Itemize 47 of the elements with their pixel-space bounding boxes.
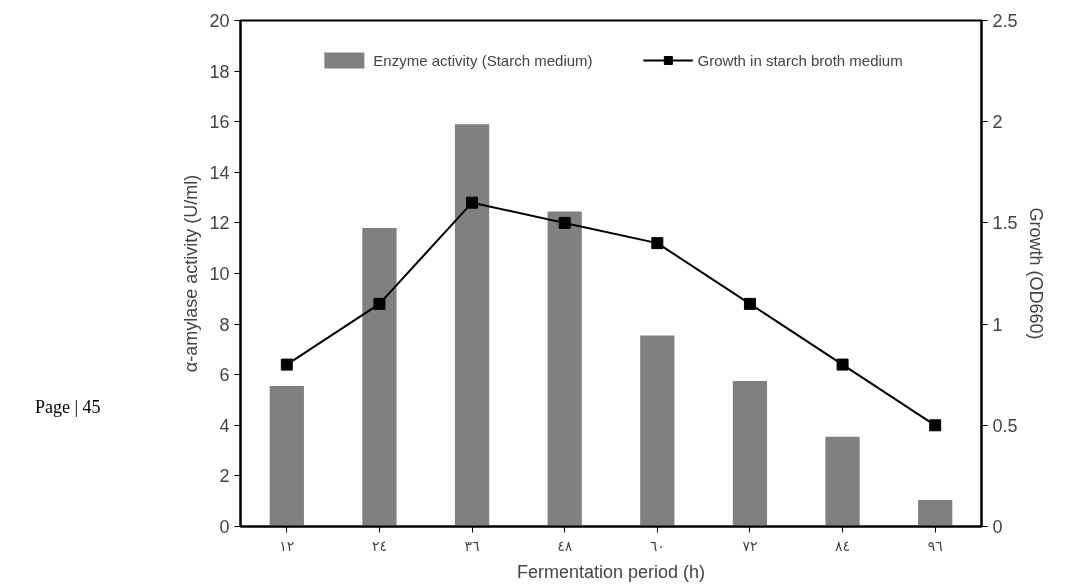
point: [836, 358, 849, 371]
y-tick-label: 12: [209, 213, 230, 234]
point: [929, 419, 942, 432]
y2-tick-label: 1: [992, 314, 1003, 335]
y-tick-label: 4: [219, 415, 230, 436]
y-axis-title: α-amylase activity (U/ml): [181, 174, 202, 373]
bar: [918, 499, 953, 527]
bar: [825, 436, 860, 527]
point: [280, 358, 293, 371]
y-tick-label: 16: [209, 112, 230, 133]
y-tick-label: 10: [209, 264, 230, 284]
y2-axis-title: Growth (OD660): [1025, 207, 1046, 340]
x-tick-label: ٤٨: [557, 537, 573, 554]
point: [743, 297, 756, 310]
x-axis-title: Fermentation period (h): [516, 561, 706, 582]
y-tick-label: 0: [219, 517, 230, 537]
y-tick-label: 18: [209, 61, 230, 82]
bar: [454, 124, 490, 527]
bar: [547, 211, 582, 527]
bar: [269, 386, 304, 527]
point: [558, 216, 571, 229]
y-tick-label: 8: [219, 314, 230, 335]
text: Page | 45: [35, 396, 101, 419]
y2-tick-label: 2: [992, 112, 1003, 133]
point: [651, 237, 664, 250]
bar: [640, 335, 675, 527]
x-tick-label: ٨٤: [835, 537, 851, 554]
point: [373, 297, 386, 310]
bar: [732, 381, 768, 527]
y-tick-label: 20: [209, 11, 230, 31]
y-tick-label: 14: [209, 162, 230, 183]
y2-tick-label: 0: [992, 517, 1003, 537]
x-tick-label: ٧٢: [742, 537, 758, 554]
x-tick-label: ١٢: [279, 537, 295, 554]
x-tick-label: ٦٠: [649, 537, 665, 554]
y2-tick-label: 0.5: [992, 415, 1018, 436]
bar: [362, 227, 397, 527]
y2-tick-label: 2.5: [992, 11, 1018, 31]
x-tick-label: ٣٦: [464, 537, 480, 554]
point: [466, 196, 479, 209]
legend-label: Enzyme activity (Starch medium): [373, 51, 593, 69]
y2-tick-label: 1.5: [992, 213, 1018, 234]
legend-label: Growth in starch broth medium: [697, 51, 903, 69]
y-tick-label: 2: [219, 466, 230, 487]
x-tick-label: ٩٦: [927, 537, 943, 554]
x-tick-label: ٢٤: [371, 537, 387, 554]
y-tick-label: 6: [219, 365, 230, 386]
